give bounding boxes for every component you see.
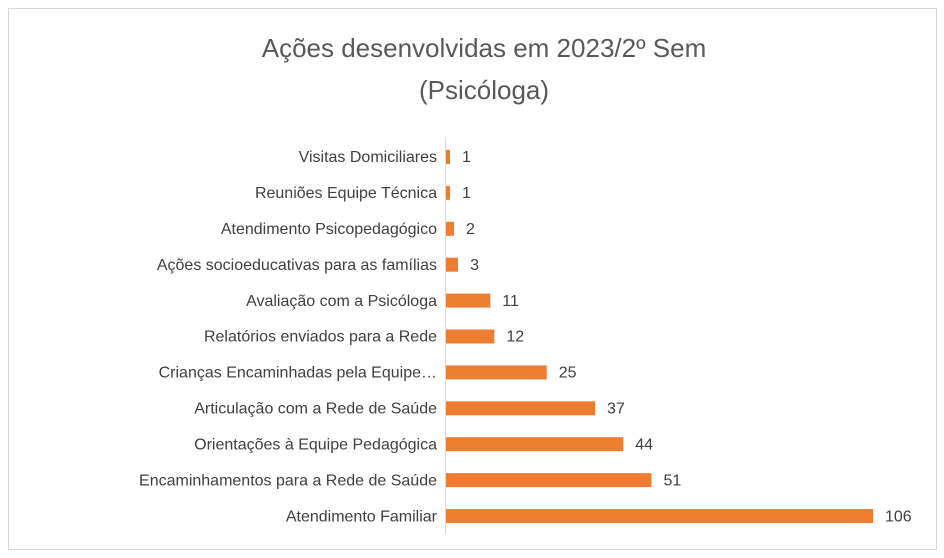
bar [446, 437, 624, 452]
category-label: Orientações à Equipe Pedagógica [194, 436, 437, 453]
data-label: 44 [635, 436, 653, 453]
bar [446, 509, 873, 524]
bar [446, 149, 451, 164]
data-label: 51 [663, 472, 681, 489]
chart-subtitle: (Psicóloga) [419, 75, 549, 105]
category-label: Ações socioeducativas para as famílias [157, 257, 437, 274]
bar [446, 401, 596, 416]
data-label: 37 [607, 401, 625, 418]
bar [446, 329, 495, 344]
data-label: 1 [462, 185, 471, 202]
data-label: 106 [885, 508, 912, 525]
data-label: 12 [506, 329, 524, 346]
bar [446, 365, 547, 380]
category-label: Visitas Domiciliares [299, 149, 437, 166]
category-label: Relatórios enviados para a Rede [204, 329, 437, 346]
data-label: 3 [470, 257, 479, 274]
data-label: 1 [462, 149, 471, 166]
data-label: 25 [559, 365, 577, 382]
category-label: Atendimento Psicopedagógico [221, 221, 437, 238]
category-label: Reuniões Equipe Técnica [255, 185, 437, 202]
category-label: Encaminhamentos para a Rede de Saúde [139, 472, 437, 489]
category-label: Articulação com a Rede de Saúde [194, 401, 437, 418]
bar [446, 293, 491, 308]
bar [446, 221, 455, 236]
chart-title: Ações desenvolvidas em 2023/2º Sem [262, 33, 707, 63]
chart-border [8, 8, 937, 550]
bar [446, 257, 459, 272]
category-label: Crianças Encaminhadas pela Equipe… [159, 365, 437, 382]
data-label: 11 [502, 293, 519, 310]
category-label: Atendimento Familiar [286, 508, 438, 525]
bar [446, 473, 652, 488]
bar [446, 185, 451, 200]
category-label: Avaliação com a Psicóloga [246, 293, 437, 310]
data-label: 2 [466, 221, 475, 238]
